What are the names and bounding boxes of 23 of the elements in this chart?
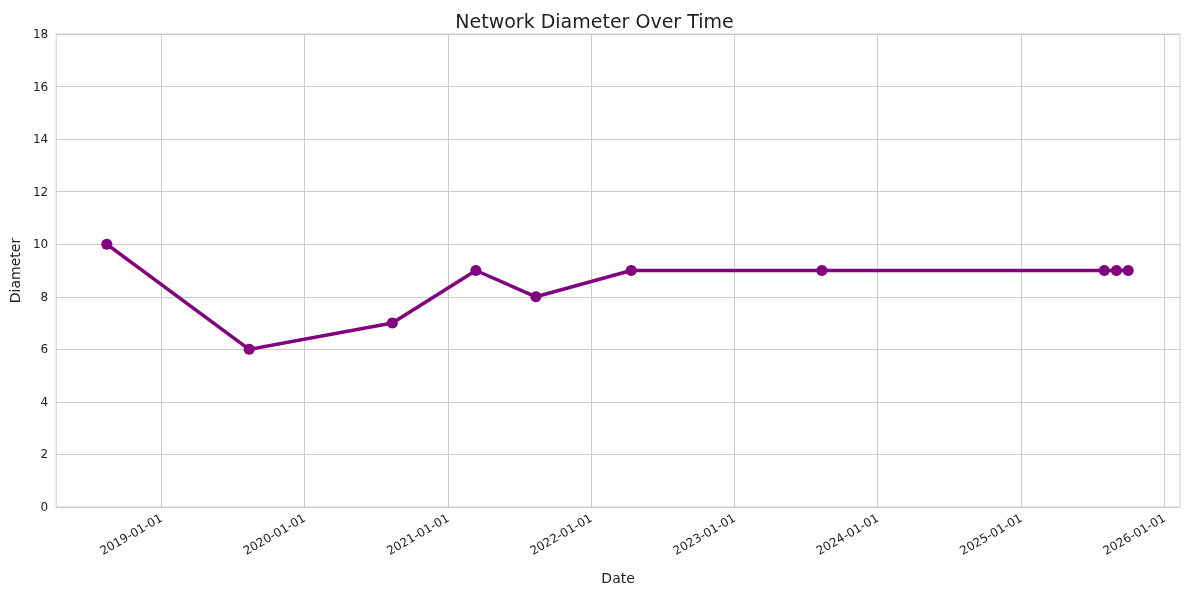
point xyxy=(816,265,828,276)
point xyxy=(625,265,637,276)
y-tick-label: 14 xyxy=(32,132,49,147)
point xyxy=(1122,265,1134,276)
y-tick-label: 8 xyxy=(40,289,49,304)
chart-title: Network Diameter Over Time xyxy=(455,9,734,32)
point xyxy=(470,265,482,276)
y-tick-label: 16 xyxy=(32,79,49,94)
y-tick-label: 18 xyxy=(32,27,49,41)
point xyxy=(243,343,255,355)
point xyxy=(386,317,398,329)
point xyxy=(1098,265,1110,276)
y-tick-label: 2 xyxy=(40,447,49,462)
y-tick-label: 10 xyxy=(32,237,49,252)
y-tick-label: 4 xyxy=(40,394,49,409)
y-axis-title: Diameter xyxy=(7,237,23,304)
y-tick-label: 6 xyxy=(40,342,49,357)
point xyxy=(1110,265,1122,276)
x-axis-title: Date xyxy=(601,570,635,586)
y-tick-label: 0 xyxy=(40,500,49,514)
point xyxy=(101,238,113,250)
y-tick-label: 12 xyxy=(32,184,49,199)
point xyxy=(530,291,542,303)
